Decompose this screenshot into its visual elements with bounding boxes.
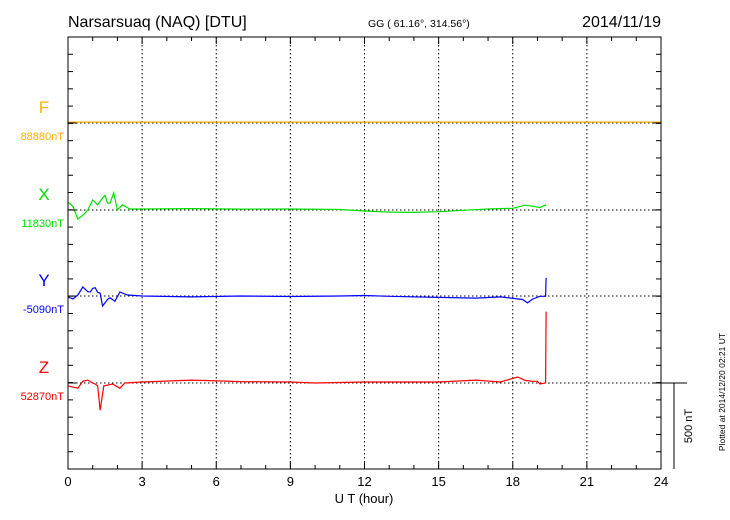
x-tick-label: 12 [357,474,371,489]
axes: 0 3 6 9 12 15 18 21 24 [64,36,668,489]
x-tick-label: 24 [654,474,668,489]
x-tick-label: 15 [431,474,445,489]
x-axis-label: U T (hour) [335,491,394,506]
x-tick-label: 21 [580,474,594,489]
series-name-y: Y [38,271,49,290]
station-coordinates: GG ( 61.16°, 314.56°) [368,18,470,30]
scale-bar: 500 nT [661,382,695,469]
series-name-x: X [38,185,49,204]
series-group: F 88880nT X 11830nT Y -5090nT Z 52870nT [21,98,661,411]
series-line-x [67,190,547,220]
series-line-z [67,311,547,411]
x-tick-label: 3 [139,474,146,489]
grid [68,37,661,469]
x-tick-label: 6 [213,474,220,489]
series-baseline-label-z: 52870nT [21,391,65,403]
chart-date: 2014/11/19 [582,14,661,31]
chart-title: Narsarsuaq (NAQ) [DTU] [68,14,247,31]
x-tick-label: 9 [287,474,294,489]
x-tick-label: 18 [506,474,520,489]
series-name-f: F [39,98,49,117]
plotted-at-note: Plotted at 2014/12/20 02:21 UT [717,333,727,451]
x-tick-label: 0 [64,474,71,489]
series-name-z: Z [39,358,49,377]
scale-bar-label: 500 nT [683,409,695,444]
series-baseline-label-y: -5090nT [23,304,64,316]
series-line-y [67,277,547,308]
series-baseline-label-x: 11830nT [21,218,64,230]
series-baseline-label-f: 88880nT [21,131,65,143]
